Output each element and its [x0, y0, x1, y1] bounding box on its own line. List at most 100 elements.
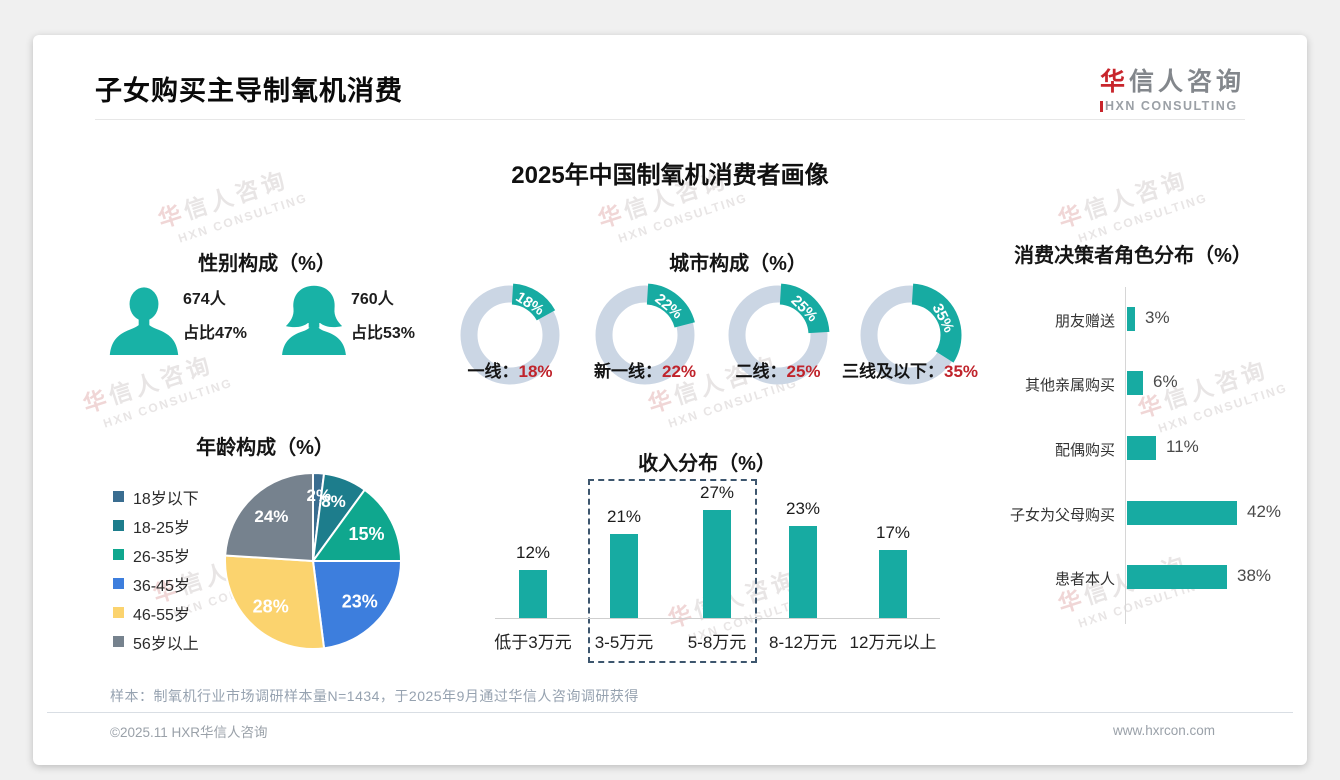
- pie-slice-value-4: 28%: [253, 596, 289, 616]
- legend-label: 36-45岁: [133, 577, 190, 595]
- legend-swatch: [113, 578, 124, 589]
- logo-chinese-name: 华信人咨询: [1100, 62, 1245, 98]
- infographic-title: 2025年中国制氧机消费者画像: [511, 162, 829, 189]
- website-url: www.hxrcon.com: [1112, 723, 1215, 738]
- age-legend-item-0: 18岁以下: [113, 482, 199, 511]
- decision-category-label: 其他亲属购买: [1024, 377, 1115, 394]
- income-bar: [879, 550, 907, 618]
- decision-bar-value: 3%: [1145, 308, 1170, 327]
- age-legend-item-3: 36-45岁: [113, 569, 199, 598]
- legend-swatch: [113, 491, 124, 502]
- logo-rest-chars: 信人咨询: [1128, 68, 1245, 96]
- donut-segment: [858, 283, 962, 387]
- city-donut-svg-2: 25%: [726, 283, 830, 387]
- income-category-label: 8-12万元: [768, 633, 838, 652]
- decision-bar: [1127, 565, 1227, 589]
- male-count: 674人: [183, 291, 226, 308]
- pie-slice-value-5: 24%: [254, 507, 288, 526]
- logo-accent-char: 华: [1099, 68, 1129, 96]
- pie-slice-value-1: 8%: [321, 492, 346, 511]
- donut-ring: [595, 285, 695, 385]
- pie-slice-4: [224, 554, 326, 650]
- city-section-title: 城市构成（%）: [669, 253, 807, 275]
- pie-slice-2: [312, 488, 402, 562]
- logo-english-name: HXN CONSULTING: [1099, 99, 1245, 113]
- income-category-label: 低于3万元: [494, 633, 572, 652]
- city-donut-svg-3: 35%: [858, 283, 962, 387]
- city-donut-0: 18%: [458, 283, 562, 387]
- pie-slice-value-2: 15%: [348, 524, 384, 544]
- income-chart: 12% 低于3万元 21% 3-5万元 27% 5-8万元 23% 8-12万元 17% 12万元…: [462, 475, 982, 710]
- decision-bar-value: 6%: [1153, 372, 1178, 391]
- city-donut-svg-1: 22%: [593, 283, 697, 387]
- footer-divider: [47, 712, 1293, 713]
- city-donut-label-0: 一线：18%: [467, 362, 553, 381]
- age-pie-svg: 2%8%15% 23% 28% 24%: [224, 471, 402, 650]
- pie-slice-value-0: 2%: [307, 486, 332, 505]
- age-section-title: 年龄构成（%）: [196, 437, 334, 459]
- income-bar: [789, 526, 817, 618]
- age-legend-item-5: 56岁以上: [113, 627, 199, 656]
- income-highlight-box: [588, 479, 757, 663]
- legend-swatch: [113, 549, 124, 560]
- legend-label: 56岁以上: [133, 635, 199, 653]
- gender-section-title: 性别构成（%）: [198, 253, 336, 275]
- legend-label: 26-35岁: [133, 548, 190, 566]
- income-bar-value: 27%: [699, 483, 735, 502]
- income-category-label: 12万元以上: [849, 633, 937, 652]
- decision-bar-value: 42%: [1247, 502, 1282, 521]
- decision-bar-value: 38%: [1237, 566, 1272, 585]
- city-donut-svg-0: 18%: [458, 283, 562, 387]
- donut-ring: [460, 285, 560, 385]
- decision-bar: [1127, 436, 1156, 460]
- age-legend-item-1: 18-25岁: [113, 511, 199, 540]
- income-category-label: 5-8万元: [687, 633, 747, 652]
- city-donut-label-1: 新一线：22%: [593, 362, 697, 381]
- female-count: 760人: [351, 291, 394, 308]
- pie-slice-3: [312, 560, 402, 650]
- income-bar: [610, 534, 638, 618]
- city-donut-3: 35%: [858, 283, 962, 387]
- age-legend: 18岁以下 18-25岁 26-35岁 36-45岁 46-55岁 56岁以上: [113, 482, 199, 656]
- decision-category-label: 配偶购买: [1054, 442, 1115, 459]
- decision-bar: [1127, 371, 1143, 395]
- city-donut-label-3: 三线及以下：35%: [841, 362, 979, 381]
- decision-bar: [1127, 501, 1237, 525]
- legend-label: 18-25岁: [133, 519, 190, 537]
- decision-category-label: 子女为父母购买: [1009, 507, 1115, 524]
- decision-bar: [1127, 307, 1135, 331]
- report-card: 华信人咨询 HXN CONSULTING 华信人咨询 HXN CONSULTING 华信…: [33, 35, 1307, 765]
- legend-label: 46-55岁: [133, 606, 190, 624]
- female-icon: [282, 285, 346, 355]
- header-divider: [95, 119, 1245, 120]
- decision-bar-value: 11%: [1166, 437, 1199, 456]
- income-bar-value: 21%: [606, 507, 642, 526]
- city-donut-1: 22%: [593, 283, 697, 387]
- city-donut-2: 25%: [726, 283, 830, 387]
- income-bar-value: 23%: [785, 499, 821, 518]
- age-pie: 2% 8% 15% 23% 28% 24%: [218, 466, 408, 656]
- income-section-title: 收入分布（%）: [638, 453, 776, 475]
- city-donut-label-2: 二线：25%: [735, 362, 821, 381]
- income-bar-value: 12%: [515, 543, 551, 562]
- decision-axis-line: [1125, 287, 1126, 624]
- pie-slice-value-3: 23%: [342, 592, 378, 612]
- legend-swatch: [113, 636, 124, 647]
- age-legend-item-4: 46-55岁: [113, 598, 199, 627]
- income-bar: [703, 510, 731, 618]
- page-title: 子女购买主导制氧机消费: [95, 76, 403, 106]
- donut-ring: [728, 285, 828, 385]
- female-share: 占比53%: [351, 325, 416, 342]
- decision-chart-section: 消费决策者角色分布（%） 朋友赠送 3% 其他亲属购买 6% 配偶购买 11% 子女为父母购…: [953, 239, 1307, 639]
- legend-swatch: [113, 607, 124, 618]
- decision-category-label: 患者本人: [1054, 571, 1115, 588]
- city-chart: 18% 一线：18% 22% 新一线：22% 25% 二线：25% 35% 三线及以下：35%: [33, 35, 1307, 765]
- income-category-label: 3-5万元: [594, 633, 654, 652]
- copyright-text: ©2025.11 HXR华信人咨询: [110, 725, 268, 740]
- sample-note: 样本：制氧机行业市场调研样本量N=1434，于2025年9月通过华信人咨询调研获…: [110, 688, 639, 704]
- legend-swatch: [113, 520, 124, 531]
- company-logo: 华信人咨询 HXN CONSULTING: [1099, 62, 1245, 113]
- age-legend-item-2: 26-35岁: [113, 540, 199, 569]
- legend-label: 18岁以下: [133, 490, 199, 508]
